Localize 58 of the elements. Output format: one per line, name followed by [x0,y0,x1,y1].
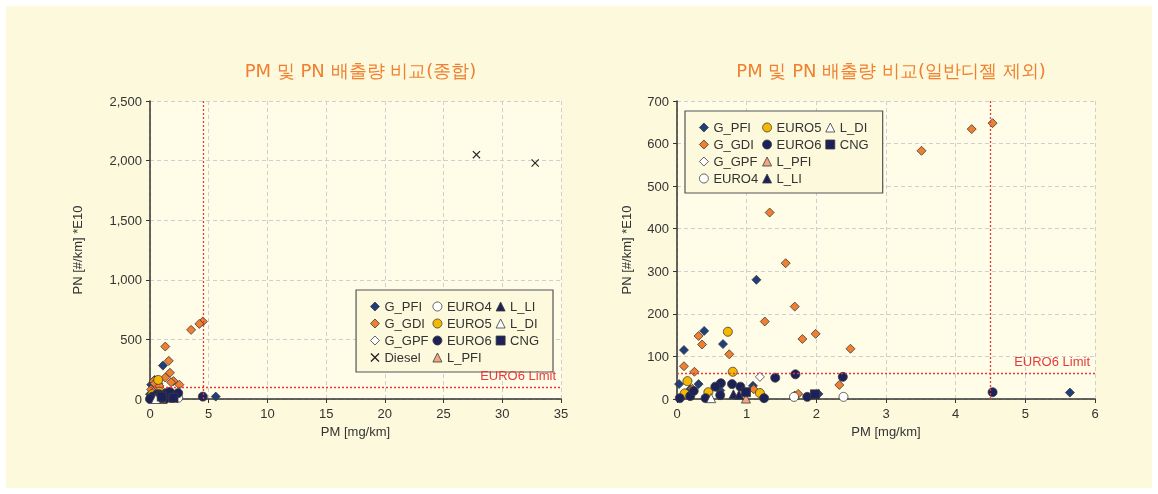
x-tick-label: 6 [1091,406,1099,421]
y-tick-label: 0 [134,391,142,407]
legend-label: EURO6 [446,333,492,348]
legend-label: L_LI [510,299,536,314]
y-tick-label: 1,500 [109,212,142,228]
chart-title: PM 및 PN 배출량 비교(일반디젤 제외) [736,59,1046,81]
legend-label: EURO5 [776,120,822,135]
legend-label: Diesel [384,350,421,365]
ref-line-label: EURO6 Limit [1014,354,1091,370]
legend-label: EURO4 [446,299,492,314]
legend-label: G_PFI [384,299,423,314]
x-tick-label: 15 [318,406,334,421]
y-tick-label: 1,000 [109,272,142,288]
chart-title: PM 및 PN 배출량 비교(종합) [244,59,477,81]
y-tick-label: 600 [647,136,669,152]
y-tick-label: 200 [647,306,669,322]
x-axis-title: PM [mg/km] [320,423,391,439]
x-tick-label: 0 [146,406,154,421]
legend-label: EURO5 [446,316,492,331]
y-axis-title: PN [#/km] *E10 [619,205,634,295]
legend-label: CNG [839,137,869,152]
y-tick-label: 500 [647,178,669,194]
legend-label: L_LI [776,171,802,186]
y-tick-label: 300 [647,263,669,279]
legend-label: EURO4 [713,171,759,186]
legend-label: G_GPF [384,333,429,348]
y-tick-label: 700 [647,93,669,109]
x-tick-label: 2 [812,406,820,421]
legend-label: L_DI [839,120,868,135]
y-tick-label: 2,500 [109,93,142,109]
x-tick-label: 20 [377,406,393,421]
y-tick-label: 2,000 [109,153,142,169]
x-tick-label: 30 [495,406,510,421]
x-tick-label: 4 [952,406,960,421]
x-tick-label: 1 [743,406,751,421]
legend-label: CNG [510,333,539,348]
legend-label: L_DI [510,316,538,331]
legend-label: L_PFI [446,350,482,365]
x-tick-label: 25 [436,406,451,421]
x-tick-label: 5 [205,406,213,421]
x-axis-title: PM [mg/km] [851,423,921,439]
legend-label: G_GDI [384,316,425,331]
legend-label: G_GPF [713,154,758,169]
legend-label: G_GDI [713,137,754,152]
legend-label: EURO6 [776,137,822,152]
x-tick-label: 35 [553,406,569,421]
x-tick-label: 5 [1021,406,1029,421]
y-tick-label: 0 [661,391,669,407]
legend-label: L_PFI [776,154,812,169]
ref-line-label: EURO6 Limit [480,368,557,384]
y-tick-label: 100 [647,348,669,364]
x-tick-label: 10 [260,406,275,421]
y-axis-title: PN [#/km] *E10 [70,205,85,295]
x-tick-label: 0 [673,406,681,421]
legend-label: G_PFI [713,120,751,135]
x-tick-label: 3 [882,406,890,421]
y-tick-label: 400 [647,221,669,237]
y-tick-label: 500 [120,331,142,347]
